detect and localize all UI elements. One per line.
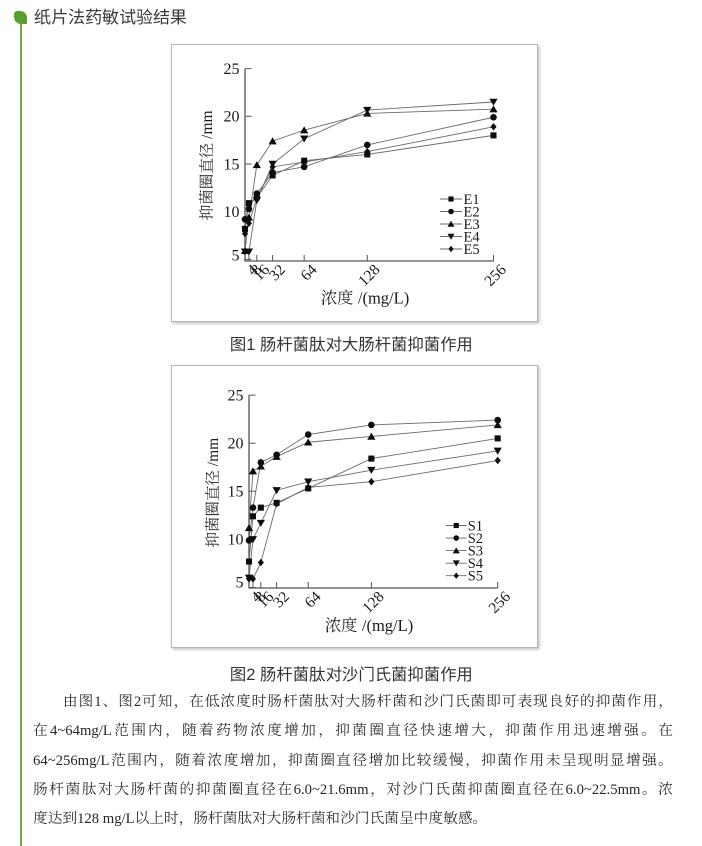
svg-text:5: 5 <box>236 574 244 591</box>
svg-text:E5: E5 <box>464 242 480 258</box>
svg-text:抑菌圈直径 /mm: 抑菌圈直径 /mm <box>204 438 222 548</box>
svg-text:15: 15 <box>224 156 240 173</box>
svg-text:15: 15 <box>228 484 244 501</box>
svg-text:25: 25 <box>228 387 244 404</box>
svg-text:128: 128 <box>359 588 388 617</box>
svg-text:浓度 /(mg/L): 浓度 /(mg/L) <box>321 289 409 308</box>
svg-text:10: 10 <box>224 204 240 221</box>
svg-text:256: 256 <box>481 261 510 290</box>
svg-text:S4: S4 <box>468 556 484 572</box>
svg-text:256: 256 <box>486 588 515 617</box>
svg-text:64: 64 <box>298 261 321 284</box>
svg-text:32: 32 <box>270 588 293 611</box>
svg-text:E2: E2 <box>464 204 480 220</box>
svg-text:E3: E3 <box>464 217 480 233</box>
svg-text:20: 20 <box>228 436 244 453</box>
svg-text:E4: E4 <box>464 229 481 245</box>
svg-text:10: 10 <box>228 532 244 549</box>
svg-text:32: 32 <box>266 261 289 284</box>
svg-text:128: 128 <box>355 261 384 290</box>
svg-text:5: 5 <box>232 247 240 264</box>
svg-text:S5: S5 <box>468 569 483 585</box>
svg-text:64: 64 <box>302 588 325 611</box>
svg-text:浓度 /(mg/L): 浓度 /(mg/L) <box>325 616 413 635</box>
svg-text:20: 20 <box>224 109 240 126</box>
svg-text:S1: S1 <box>468 518 483 534</box>
svg-text:25: 25 <box>224 61 240 78</box>
svg-text:S2: S2 <box>468 531 483 547</box>
svg-text:S3: S3 <box>468 543 483 559</box>
svg-text:E1: E1 <box>464 192 480 208</box>
svg-text:抑菌圈直径 /mm: 抑菌圈直径 /mm <box>198 110 216 220</box>
